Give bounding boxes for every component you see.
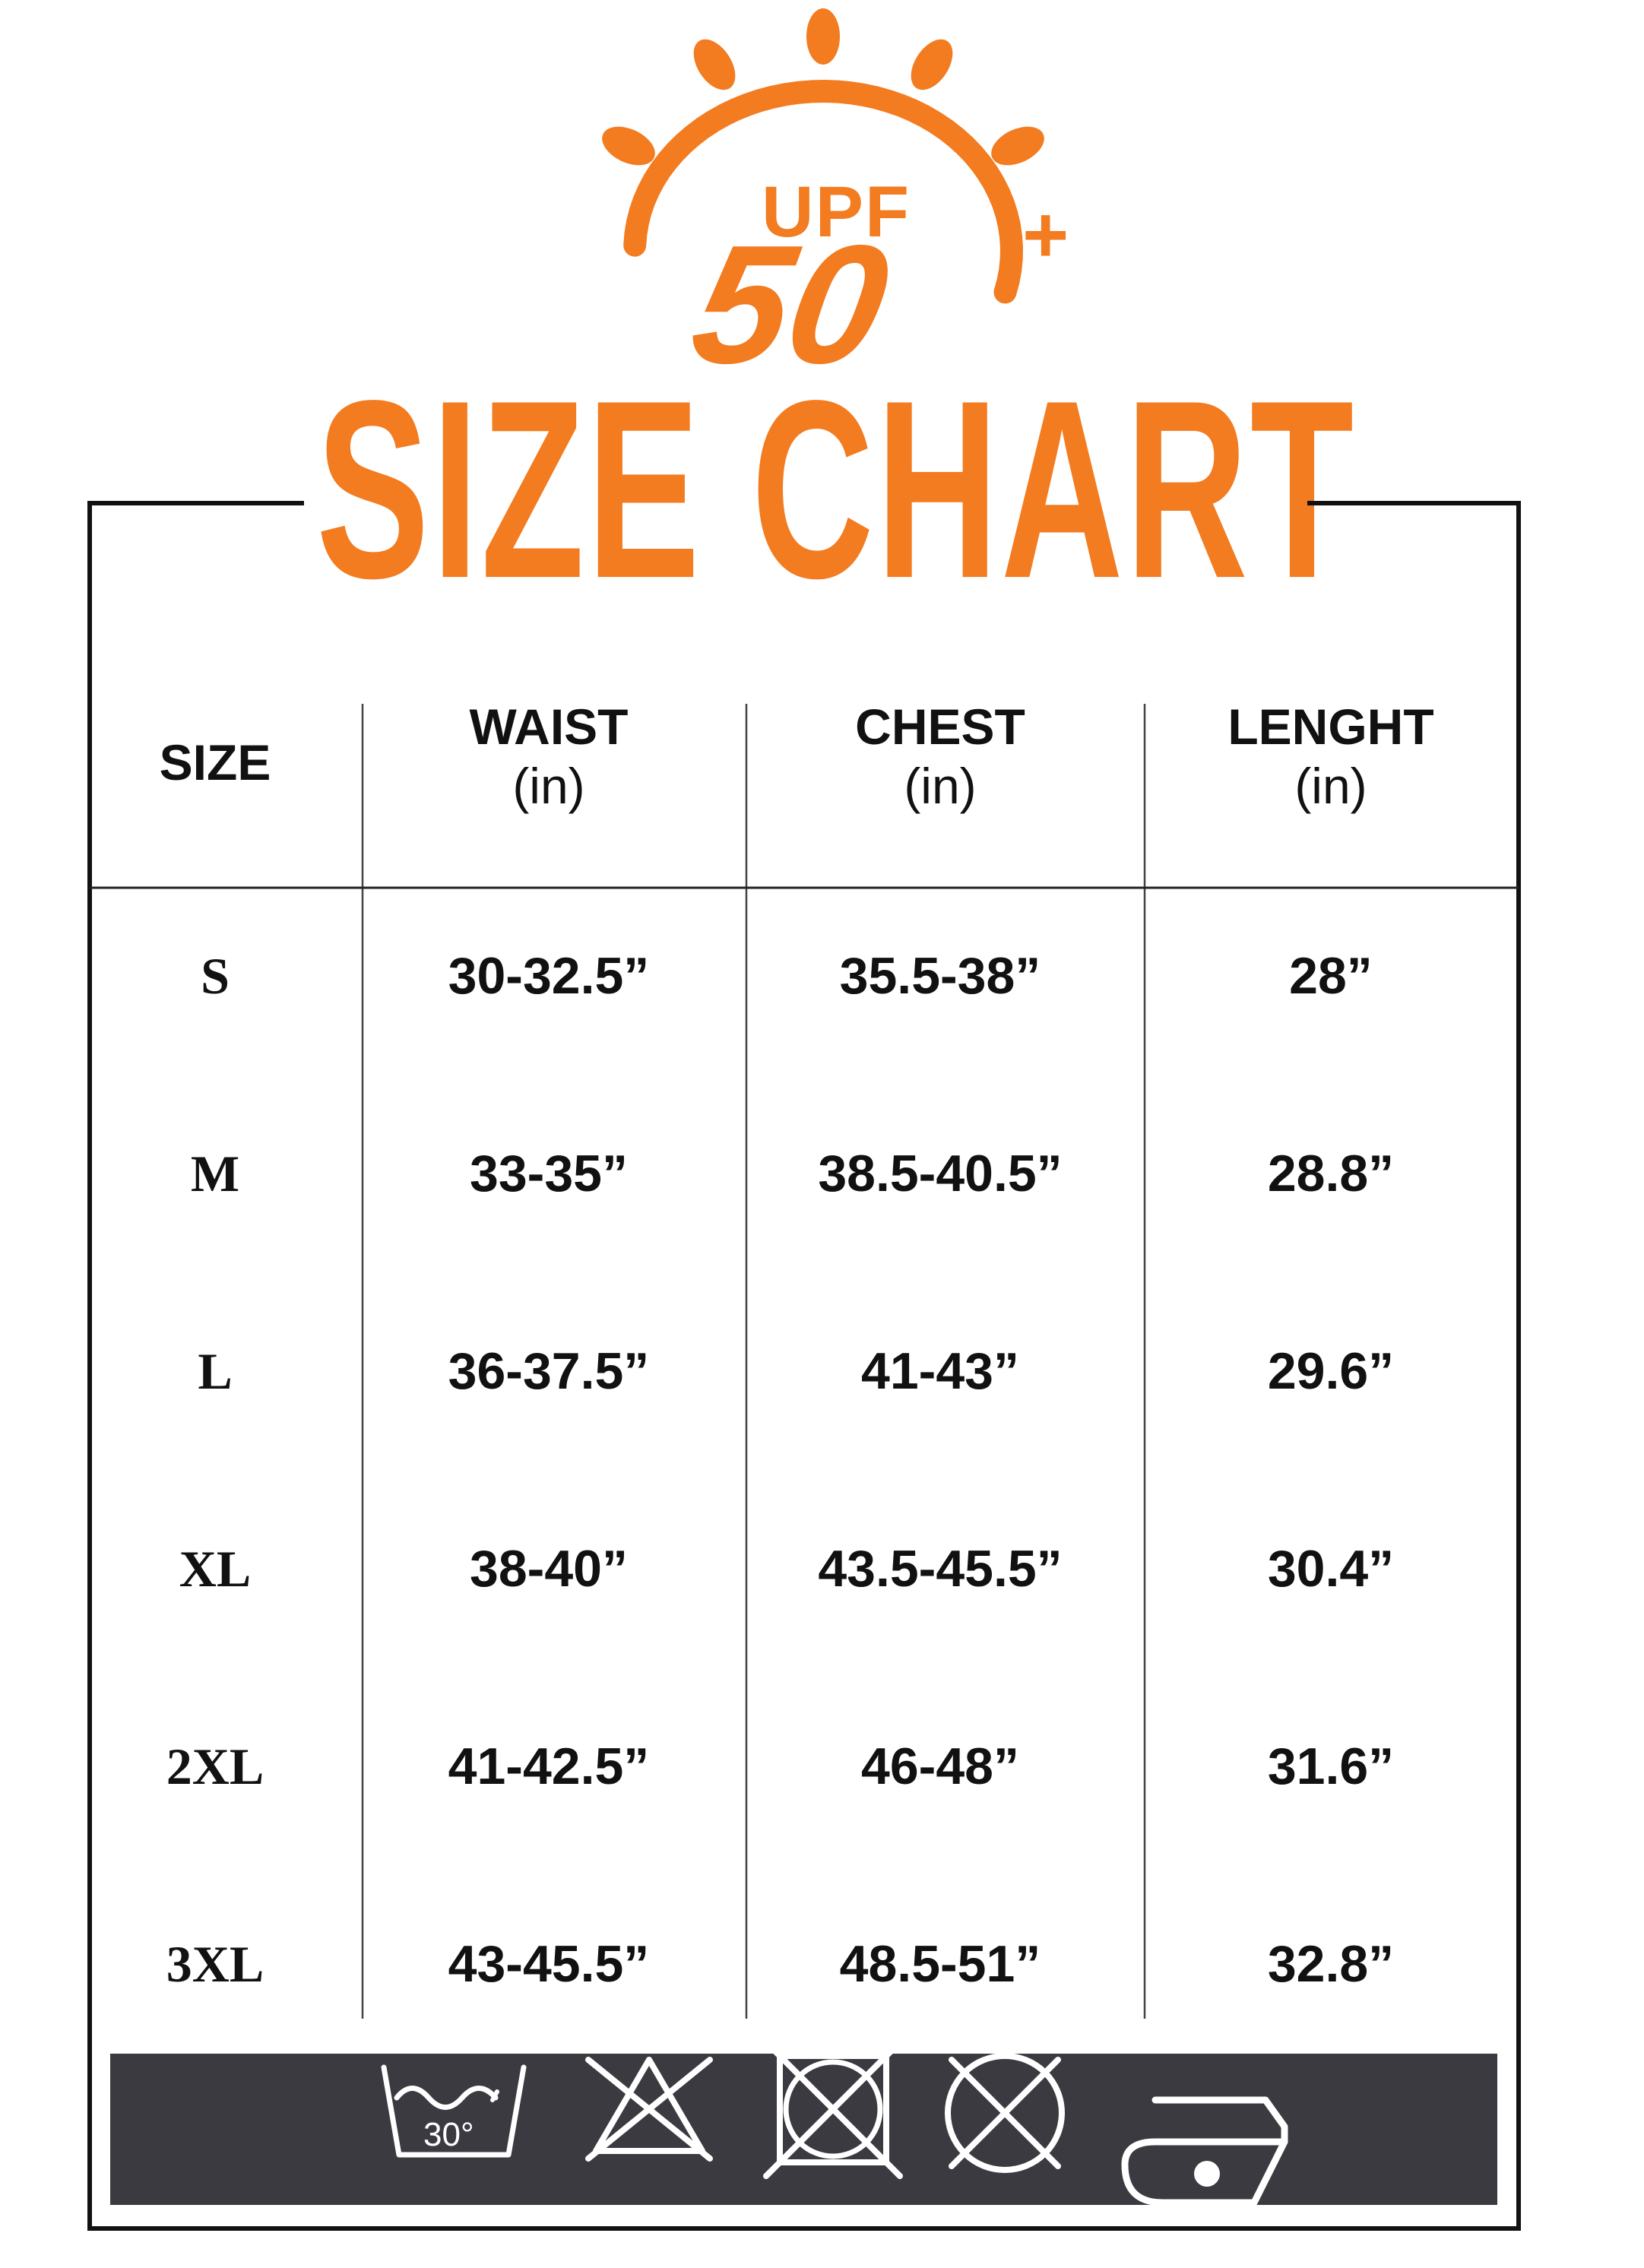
svg-text:30°: 30° (423, 2116, 474, 2153)
